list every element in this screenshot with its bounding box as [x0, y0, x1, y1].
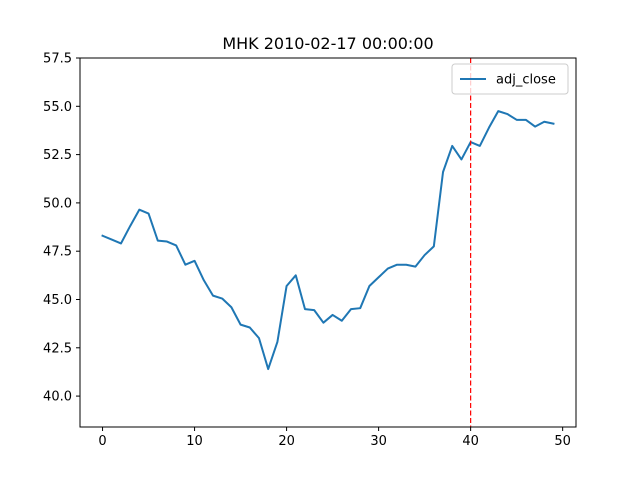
axes-frame — [79, 57, 577, 428]
y-tick-label: 50.0 — [43, 196, 72, 211]
chart-title: MHK 2010-02-17 00:00:00 — [222, 34, 433, 53]
legend-box — [451, 63, 569, 95]
x-tick-label: 0 — [98, 434, 106, 449]
y-tick-label: 55.0 — [43, 100, 72, 115]
series-line-adj_close — [101, 110, 555, 371]
y-tick-label: 42.5 — [43, 341, 72, 356]
y-tick-label: 47.5 — [43, 245, 72, 260]
x-tick-label: 30 — [370, 434, 387, 449]
y-tick-label: 57.5 — [43, 52, 72, 67]
x-tick-label: 50 — [554, 434, 571, 449]
y-tick-label: 52.5 — [43, 148, 72, 163]
legend-label: adj_close — [496, 73, 556, 88]
x-tick-label: 20 — [278, 434, 295, 449]
x-tick-label: 40 — [462, 434, 479, 449]
x-tick-label: 10 — [186, 434, 203, 449]
plot-area: 0 10 20 30 40 50 40.0 42.5 45.0 47.5 50.0 52.5 55.0 5… — [43, 52, 577, 449]
y-tick-label: 45.0 — [43, 293, 72, 308]
y-tick-label: 40.0 — [43, 390, 72, 405]
